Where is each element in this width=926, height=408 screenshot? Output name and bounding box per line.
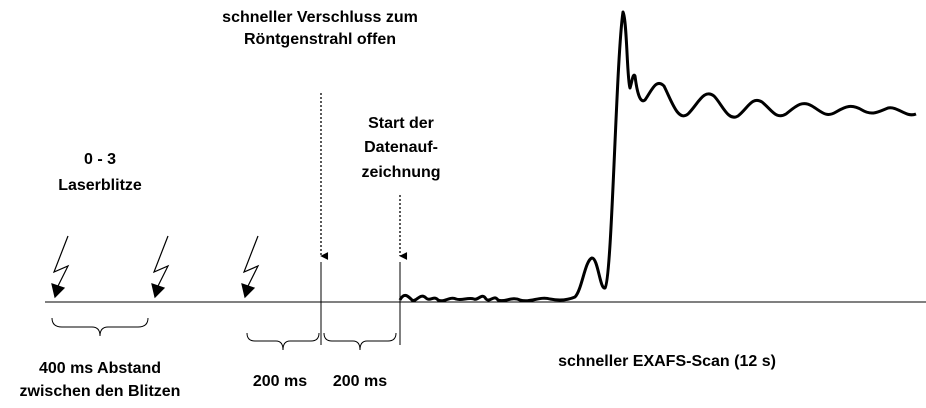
bolt-head <box>51 283 66 299</box>
bolt <box>152 235 170 287</box>
brace <box>51 317 149 337</box>
bolt <box>52 235 70 287</box>
braces <box>51 317 397 351</box>
scan-label: schneller EXAFS-Scan (12 s) <box>558 353 776 370</box>
bolt <box>242 235 260 287</box>
start-label: Datenauf- <box>364 139 438 156</box>
delay-label: 200 ms <box>253 373 307 390</box>
brace <box>323 332 397 351</box>
lightning-bolts <box>51 235 260 299</box>
flashes-label: 0 - 3 <box>84 151 116 168</box>
interval-label: zwischen den Blitzen <box>20 383 181 400</box>
bolt-head <box>241 283 256 299</box>
interval-label: 400 ms Abstand <box>39 360 161 377</box>
exafs-curve <box>398 10 917 303</box>
flashes-label: Laserblitze <box>58 177 142 194</box>
shutter-label: Röntgenstrahl offen <box>244 31 396 48</box>
start-label: Start der <box>368 115 434 132</box>
start-label: zeichnung <box>361 164 440 181</box>
brace <box>246 332 320 351</box>
labels: schneller Verschluss zum Röntgenstrahl o… <box>20 9 776 400</box>
shutter-label: schneller Verschluss zum <box>222 9 418 26</box>
delay-label: 200 ms <box>333 373 387 390</box>
bolt-head <box>151 283 166 299</box>
